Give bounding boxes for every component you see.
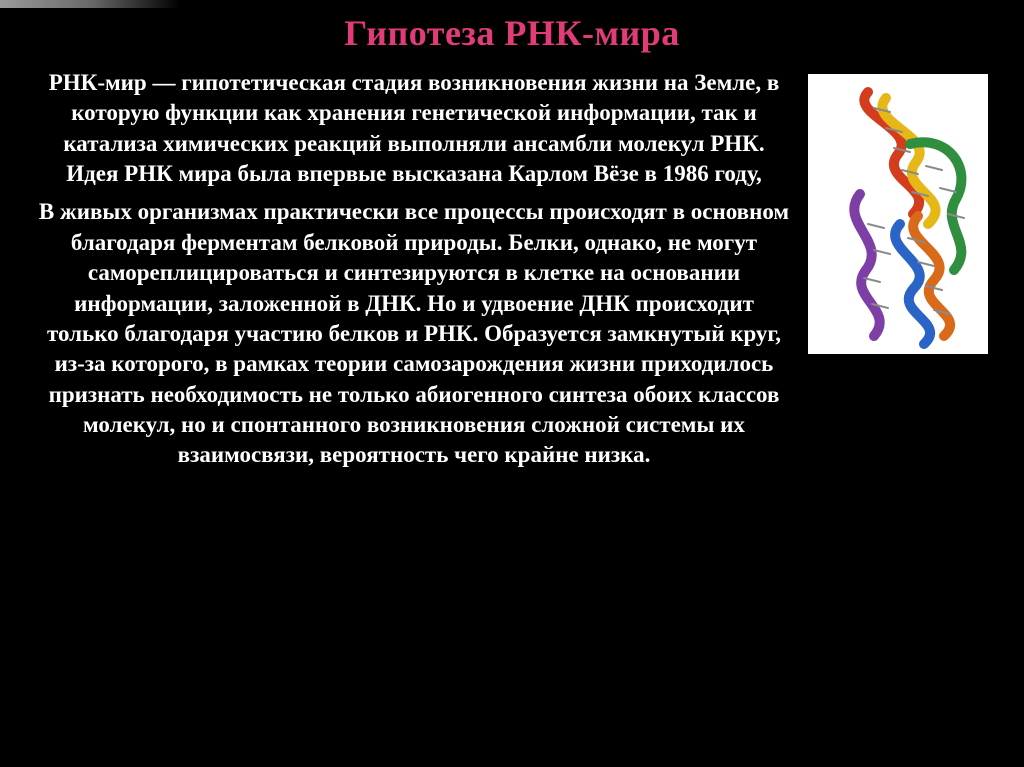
text-column: РНК-мир — гипотетическая стадия возникно…: [36, 68, 792, 479]
paragraph-2: В живых организмах практически все проце…: [36, 197, 792, 470]
paragraph-1: РНК-мир — гипотетическая стадия возникно…: [36, 68, 792, 189]
slide-title: Гипотеза РНК-мира: [36, 12, 988, 54]
content-row: РНК-мир — гипотетическая стадия возникно…: [36, 68, 988, 479]
image-column: [808, 68, 988, 479]
slide-container: Гипотеза РНК-мира РНК-мир — гипотетическ…: [0, 0, 1024, 767]
rna-structure-illustration: [808, 74, 988, 354]
